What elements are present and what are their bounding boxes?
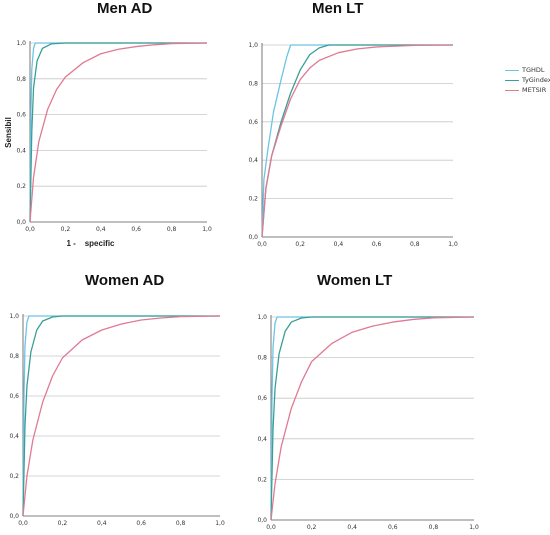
x-tick-label: 0,0 [257, 241, 267, 248]
y-tick-label: 0,4 [9, 433, 19, 440]
series-line-tygindex [270, 316, 474, 521]
chart-title-men-lt: Men LT [312, 0, 364, 17]
x-axis-title: 1 - specific [66, 239, 115, 248]
chart-title-women-ad: Women AD [85, 272, 165, 289]
x-tick-label: 0,4 [97, 520, 107, 527]
chart-panel-2: 0,0 0,2 0,4 0,6 0,8 1,0 0,0 0,2 0,4 0,6 0,8 1,0 [9, 313, 224, 527]
x-tick-label: 0,2 [58, 520, 68, 527]
x-tick-label: 0,6 [131, 226, 141, 233]
y-tick-label: 0,6 [248, 119, 258, 126]
x-tick-label: 0,2 [307, 524, 317, 531]
y-tick-label: 1,0 [9, 313, 19, 320]
chart-panel-3: 0,0 0,2 0,4 0,6 0,8 1,0 0,0 0,2 0,4 0,6 0,8 1,0 [257, 314, 478, 531]
y-tick-label: 1,0 [16, 40, 26, 47]
y-tick-label: 0,8 [248, 80, 258, 87]
y-tick-label: 0,4 [257, 436, 267, 443]
y-tick-label: 0,0 [16, 219, 26, 226]
x-tick-label: 0,0 [18, 520, 28, 527]
y-tick-label: 0,4 [16, 147, 26, 154]
legend-swatch [505, 90, 519, 91]
legend-label: TGHDL [522, 66, 545, 74]
series-line-metsir [270, 316, 475, 521]
y-tick-label: 0,2 [248, 196, 258, 203]
x-tick-label: 0,6 [372, 241, 382, 248]
y-tick-label: 0,0 [9, 513, 19, 520]
y-tick-label: 0,8 [16, 76, 26, 83]
series-line-tghdl [29, 42, 207, 223]
x-tick-label: 0,6 [388, 524, 398, 531]
x-tick-label: 0,0 [25, 226, 35, 233]
series-line-metsir [261, 44, 454, 238]
x-tick-label: 0,4 [334, 241, 344, 248]
x-tick-label: 0,8 [410, 241, 420, 248]
y-tick-label: 0,0 [248, 234, 258, 241]
legend-swatch [505, 80, 519, 81]
chart-panel-1: 0,0 0,2 0,4 0,6 0,8 1,0 0,0 0,2 0,4 0,6 0,8 1,0 [248, 42, 457, 248]
chart-title-men-ad: Men AD [97, 0, 153, 17]
x-tick-label: 1,0 [469, 524, 479, 531]
y-tick-label: 0,6 [257, 395, 267, 402]
x-tick-label: 0,6 [136, 520, 146, 527]
series-line-metsir [29, 42, 208, 223]
y-tick-label: 0,0 [257, 517, 267, 524]
x-tick-label: 1,0 [202, 226, 212, 233]
series-line-metsir [22, 315, 221, 517]
y-tick-label: 1,0 [248, 42, 258, 49]
legend-swatch [505, 70, 519, 71]
x-tick-label: 0,0 [266, 524, 276, 531]
x-tick-label: 1,0 [215, 520, 225, 527]
y-tick-label: 0,4 [248, 157, 258, 164]
series-line-tygindex [261, 44, 453, 238]
x-tick-label: 0,4 [96, 226, 106, 233]
x-tick-label: 0,2 [295, 241, 305, 248]
y-tick-label: 0,8 [9, 353, 19, 360]
legend-label: TyGindex [522, 76, 550, 84]
x-tick-label: 0,8 [176, 520, 186, 527]
y-axis-title: Sensibil [4, 117, 13, 148]
x-tick-label: 0,2 [61, 226, 71, 233]
y-tick-label: 0,6 [16, 112, 26, 119]
series-line-tghdl [270, 316, 474, 521]
legend-label: METSIR [522, 86, 547, 94]
series-line-tygindex [29, 42, 207, 223]
y-tick-label: 0,2 [16, 183, 26, 190]
y-tick-label: 0,8 [257, 355, 267, 362]
x-tick-label: 0,4 [347, 524, 357, 531]
y-tick-label: 1,0 [257, 314, 267, 321]
series-line-tghdl [261, 44, 453, 238]
series-line-tygindex [22, 315, 220, 517]
y-tick-label: 0,2 [9, 473, 19, 480]
x-tick-label: 0,8 [167, 226, 177, 233]
chart-panel-0: 0,0 0,2 0,4 0,6 0,8 1,0 0,0 0,2 0,4 0,6 0,8 1,0 1 - … [4, 40, 212, 248]
x-tick-label: 1,0 [448, 241, 458, 248]
y-tick-label: 0,2 [257, 476, 267, 483]
chart-title-women-lt: Women LT [317, 272, 393, 289]
series-line-tghdl [22, 315, 220, 517]
y-tick-label: 0,6 [9, 393, 19, 400]
x-tick-label: 0,8 [429, 524, 439, 531]
